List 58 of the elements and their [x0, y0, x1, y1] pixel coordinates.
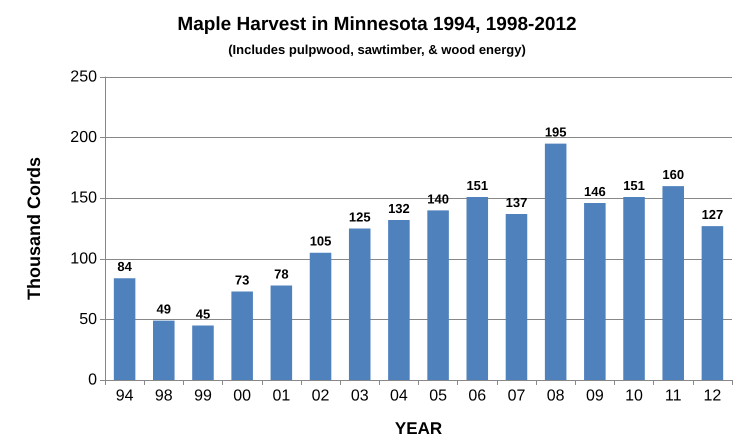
bar — [427, 210, 449, 380]
x-tick-label: 12 — [704, 388, 722, 404]
bar — [544, 144, 566, 380]
x-tick-label: 94 — [116, 388, 134, 404]
y-axis-title: Thousand Cords — [24, 157, 44, 300]
x-tick-label: 03 — [350, 388, 369, 404]
data-label: 195 — [544, 124, 567, 140]
bar — [192, 325, 214, 380]
data-label: 45 — [196, 306, 210, 322]
data-label: 151 — [623, 178, 645, 193]
x-tick-label: 09 — [586, 388, 604, 404]
bar — [623, 196, 645, 380]
bar — [702, 226, 724, 380]
y-tick-label: 200 — [70, 129, 98, 146]
x-tick-label: 99 — [194, 388, 212, 404]
data-label: 132 — [388, 201, 410, 216]
x-tick-label: 11 — [664, 388, 682, 404]
data-label: 160 — [662, 167, 684, 182]
x-tick-label: 00 — [233, 388, 252, 404]
data-label: 125 — [348, 210, 371, 224]
bar — [348, 228, 370, 380]
y-tick-label: 150 — [70, 190, 98, 207]
x-tick-label: 08 — [546, 388, 565, 404]
data-label: 140 — [427, 191, 449, 206]
x-axis-title: YEAR — [394, 419, 442, 438]
y-tick-label: 0 — [88, 372, 98, 388]
data-label: 151 — [466, 178, 488, 193]
y-tick-label: 100 — [70, 250, 98, 268]
x-tick-label: 07 — [508, 388, 526, 404]
data-label: 105 — [310, 234, 332, 249]
data-label: 49 — [156, 302, 172, 317]
bar — [506, 214, 528, 380]
bar — [584, 203, 606, 380]
x-tick-label: 10 — [625, 388, 644, 404]
x-tick-label: 04 — [390, 388, 408, 404]
x-tick-label: 02 — [312, 388, 330, 404]
y-tick-label: 250 — [70, 68, 98, 86]
bar — [153, 320, 175, 380]
x-tick-label: 05 — [429, 388, 448, 404]
bar — [388, 220, 410, 380]
data-label: 127 — [702, 207, 724, 222]
data-label: 73 — [234, 272, 250, 288]
bar — [270, 285, 292, 380]
data-label: 84 — [117, 259, 133, 274]
data-label: 137 — [506, 194, 528, 210]
x-tick-label: 98 — [154, 388, 173, 404]
x-tick-label: 06 — [468, 388, 486, 404]
data-label: 146 — [584, 184, 606, 200]
x-tick-label: 01 — [272, 388, 290, 404]
bar — [114, 278, 136, 380]
bar — [466, 196, 488, 380]
chart-title: Maple Harvest in Minnesota 1994, 1998-2012 — [177, 14, 577, 35]
bar — [310, 252, 332, 380]
chart-subtitle: (Includes pulpwood, sawtimber, & wood energy) — [228, 42, 526, 57]
bar — [231, 292, 253, 380]
data-label: 78 — [274, 266, 289, 282]
y-tick-label: 50 — [79, 310, 98, 328]
bar — [662, 186, 684, 380]
